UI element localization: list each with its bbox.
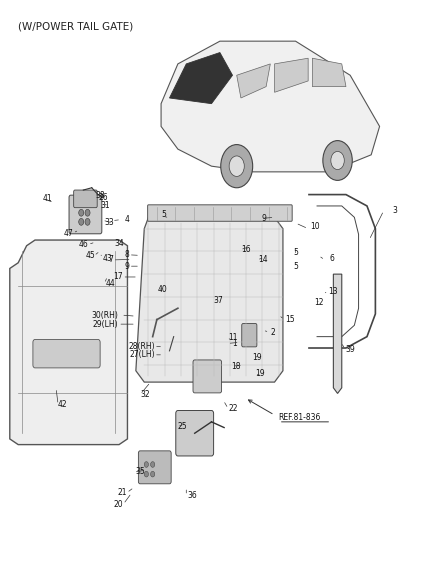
Text: 37: 37	[214, 296, 223, 305]
Text: 26: 26	[99, 193, 109, 202]
Text: (W/POWER TAIL GATE): (W/POWER TAIL GATE)	[18, 21, 133, 31]
Text: 35: 35	[135, 468, 145, 476]
Text: 17: 17	[114, 272, 123, 282]
Text: 5: 5	[294, 248, 298, 257]
Text: 15: 15	[285, 315, 295, 324]
Text: 9: 9	[262, 214, 267, 223]
Polygon shape	[161, 41, 379, 172]
Circle shape	[144, 471, 148, 477]
Text: 39: 39	[345, 345, 355, 353]
FancyBboxPatch shape	[176, 411, 214, 456]
Text: 29(LH): 29(LH)	[93, 320, 118, 329]
FancyBboxPatch shape	[33, 340, 100, 368]
Circle shape	[144, 461, 148, 467]
Text: 5: 5	[162, 210, 167, 219]
Text: 38: 38	[95, 191, 105, 200]
FancyBboxPatch shape	[148, 205, 292, 222]
Text: 47: 47	[64, 229, 74, 238]
Text: 11: 11	[228, 333, 238, 342]
Text: 20: 20	[114, 500, 123, 509]
Polygon shape	[10, 240, 127, 445]
Text: REF.81-836: REF.81-836	[279, 413, 321, 422]
FancyBboxPatch shape	[242, 324, 257, 347]
Text: 8: 8	[125, 250, 129, 259]
Text: 41: 41	[43, 194, 52, 203]
Text: 18: 18	[232, 361, 241, 371]
Text: 4: 4	[125, 215, 129, 224]
Text: 44: 44	[105, 279, 115, 288]
Text: 9: 9	[125, 262, 129, 271]
Text: 40: 40	[158, 285, 168, 294]
Text: 28(RH): 28(RH)	[128, 342, 155, 351]
Text: 22: 22	[228, 404, 238, 413]
Text: 43: 43	[103, 254, 113, 263]
Text: 12: 12	[314, 298, 324, 307]
Text: 5: 5	[294, 262, 298, 271]
Text: 31: 31	[100, 202, 110, 211]
Circle shape	[331, 151, 344, 170]
Circle shape	[229, 156, 244, 176]
Text: 27(LH): 27(LH)	[129, 351, 155, 359]
Text: 32: 32	[141, 390, 151, 399]
Polygon shape	[170, 53, 233, 104]
Text: 13: 13	[328, 287, 338, 296]
FancyBboxPatch shape	[193, 360, 222, 393]
Text: 33: 33	[104, 219, 114, 227]
Text: 36: 36	[187, 491, 197, 500]
Text: 16: 16	[241, 245, 250, 254]
Polygon shape	[237, 64, 270, 98]
Circle shape	[85, 219, 90, 226]
FancyBboxPatch shape	[74, 190, 97, 208]
Text: 19: 19	[255, 369, 265, 378]
FancyBboxPatch shape	[138, 451, 171, 484]
Text: 6: 6	[329, 254, 334, 263]
Polygon shape	[275, 58, 308, 93]
FancyBboxPatch shape	[69, 195, 102, 234]
Text: 7: 7	[108, 255, 113, 264]
Polygon shape	[312, 58, 346, 87]
Circle shape	[79, 210, 84, 216]
Text: 2: 2	[270, 328, 275, 336]
Circle shape	[85, 210, 90, 216]
Circle shape	[151, 471, 155, 477]
Circle shape	[221, 144, 253, 188]
Text: 10: 10	[310, 222, 320, 231]
Text: 34: 34	[114, 239, 124, 248]
Circle shape	[323, 140, 352, 180]
Text: 1: 1	[233, 339, 237, 348]
Text: 45: 45	[85, 251, 95, 260]
Circle shape	[79, 219, 84, 226]
Text: 19: 19	[253, 353, 262, 362]
Text: 25: 25	[178, 422, 187, 431]
Text: 30(RH): 30(RH)	[91, 311, 118, 320]
Text: 42: 42	[58, 400, 68, 409]
Text: 46: 46	[79, 240, 89, 249]
Text: 21: 21	[118, 488, 127, 497]
Polygon shape	[136, 218, 283, 382]
Text: 3: 3	[392, 206, 397, 215]
Text: 14: 14	[258, 255, 267, 264]
Polygon shape	[333, 274, 342, 393]
Circle shape	[151, 461, 155, 467]
